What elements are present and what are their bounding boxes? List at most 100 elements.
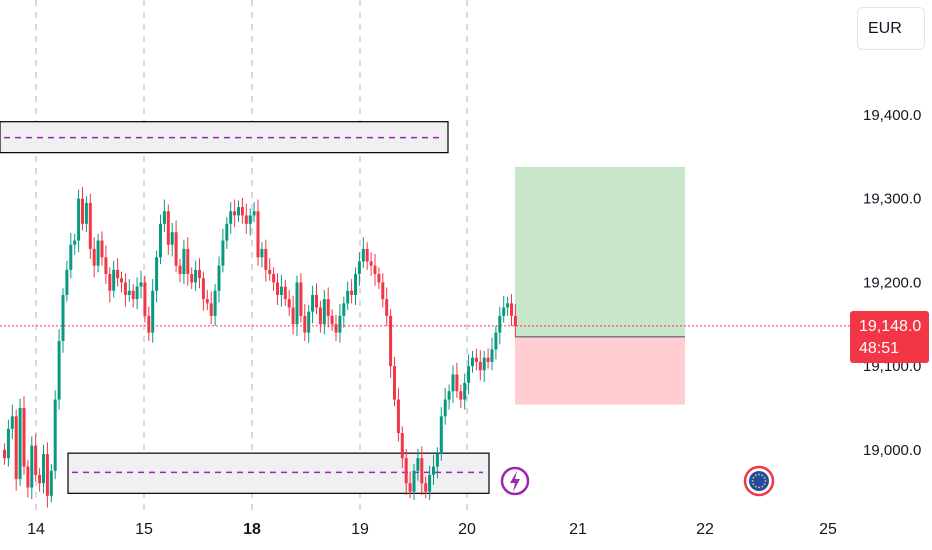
candle-body xyxy=(439,416,443,454)
candle-body xyxy=(268,269,272,275)
candle xyxy=(178,258,182,283)
candle xyxy=(53,390,57,480)
candle xyxy=(412,464,416,501)
candle-body xyxy=(389,315,393,367)
grid-lines xyxy=(35,0,468,510)
candle xyxy=(186,237,190,286)
candle-body xyxy=(416,458,420,471)
candle xyxy=(237,200,240,223)
stop-zone xyxy=(515,336,685,405)
candle xyxy=(377,267,381,290)
candle-body xyxy=(162,211,166,224)
candle xyxy=(84,196,88,233)
candle-body xyxy=(513,315,517,326)
candle-body xyxy=(53,399,57,471)
candle-body xyxy=(322,299,326,325)
candle-body xyxy=(303,315,307,333)
candle xyxy=(424,476,428,499)
candle-body xyxy=(139,282,143,287)
candle xyxy=(159,214,162,264)
candle xyxy=(194,260,198,291)
candle xyxy=(151,279,155,343)
candle xyxy=(217,256,221,303)
candle-body xyxy=(61,294,65,341)
candle-body xyxy=(264,248,268,270)
candle xyxy=(264,239,268,282)
candle xyxy=(295,275,299,336)
candle-body xyxy=(494,332,498,350)
candle xyxy=(42,444,45,494)
candle-body xyxy=(104,257,108,275)
candle xyxy=(361,237,365,269)
lightning-event-icon[interactable] xyxy=(500,466,530,496)
candle xyxy=(389,309,393,378)
candle-body xyxy=(330,315,334,325)
candle xyxy=(322,289,326,335)
candle xyxy=(22,396,26,475)
price-axis-tick-label: 19,400.0 xyxy=(863,107,921,124)
candle xyxy=(57,329,61,410)
price-axis-tick-label: 19,000.0 xyxy=(863,442,921,459)
candle xyxy=(248,208,252,236)
candle-body xyxy=(127,290,131,295)
candle-body xyxy=(412,470,416,492)
eu-star xyxy=(758,473,760,476)
candle-body xyxy=(400,433,404,459)
candle xyxy=(38,468,42,492)
candle xyxy=(482,351,486,383)
candle-body xyxy=(96,240,100,266)
long-position-tool[interactable] xyxy=(515,166,685,405)
candle-body xyxy=(420,458,424,484)
candle-body xyxy=(217,265,221,291)
candle-body xyxy=(159,223,162,258)
time-axis-tick-label: 22 xyxy=(696,521,714,538)
candle-body xyxy=(369,261,373,266)
candle-body xyxy=(393,366,396,400)
candle-body xyxy=(463,382,467,400)
time-axis-tick-label: 25 xyxy=(819,521,837,538)
candle xyxy=(182,239,186,285)
time-axis[interactable]: 14 15 18 19 20 21 22 25 xyxy=(27,521,837,538)
candle-body xyxy=(131,290,135,300)
candle xyxy=(69,233,73,279)
candle-body xyxy=(10,416,14,429)
event-markers[interactable] xyxy=(500,465,775,497)
candle-body xyxy=(147,315,151,333)
candle xyxy=(420,446,424,495)
candle-body xyxy=(201,278,205,300)
candle xyxy=(112,260,116,298)
time-axis-tick-label: 21 xyxy=(569,521,587,538)
candle xyxy=(14,409,18,491)
currency-button[interactable]: EUR xyxy=(857,7,925,50)
candle-body xyxy=(170,232,174,245)
candle xyxy=(428,465,432,501)
eu-flag-event-icon[interactable] xyxy=(743,465,775,497)
candle-body xyxy=(486,357,490,362)
target-zone xyxy=(515,166,685,337)
candle xyxy=(104,245,108,285)
candle-body xyxy=(467,366,471,383)
candle xyxy=(276,273,279,305)
candle-body xyxy=(73,240,77,245)
candle xyxy=(342,296,346,328)
candle xyxy=(229,202,233,234)
candle-body xyxy=(186,248,190,275)
candle xyxy=(338,304,342,343)
price-axis[interactable]: 19,400.019,300.019,200.019,100.019,000.0 xyxy=(863,107,921,459)
candle xyxy=(357,252,361,286)
candle-body xyxy=(299,282,303,316)
candle xyxy=(467,354,471,395)
candle-body xyxy=(318,307,322,325)
candle-body xyxy=(116,269,120,279)
candle xyxy=(201,271,205,311)
candle xyxy=(326,287,330,328)
candle-body xyxy=(120,278,123,283)
candle xyxy=(190,267,194,290)
candle xyxy=(373,253,377,286)
candle-body xyxy=(510,303,513,316)
price-axis-tick-label: 19,200.0 xyxy=(863,274,921,291)
candle-body xyxy=(38,474,42,484)
candle xyxy=(334,315,338,341)
eu-star xyxy=(751,480,754,482)
